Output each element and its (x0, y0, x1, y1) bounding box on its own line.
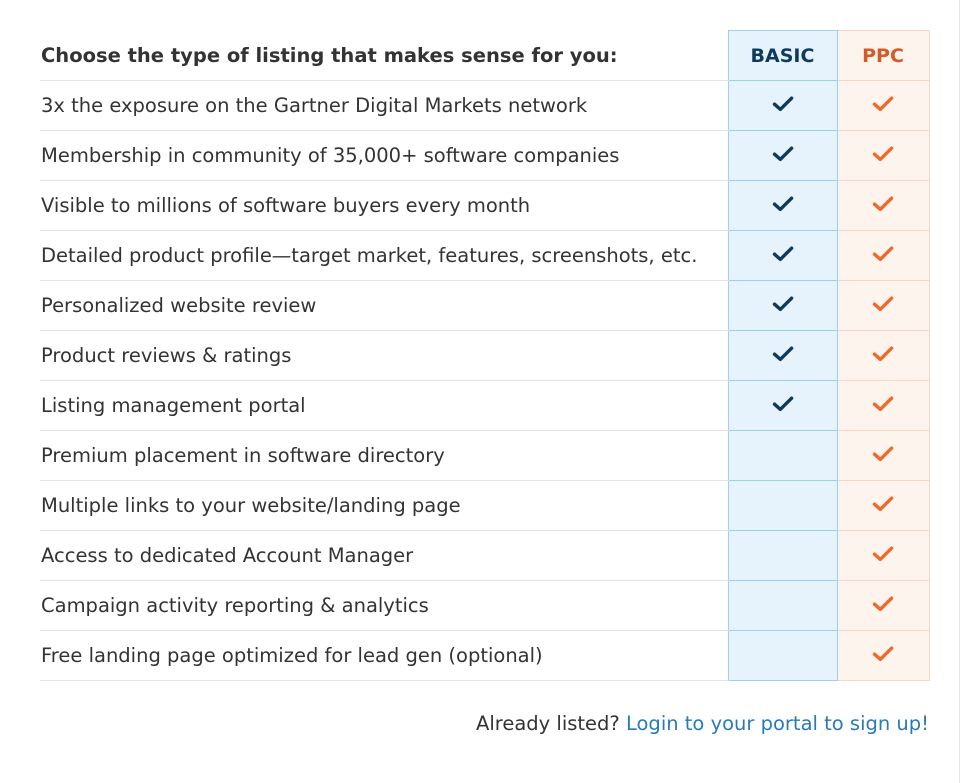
ppc-feature-cell (837, 130, 930, 181)
check-icon (872, 195, 894, 212)
ppc-feature-cell (837, 280, 930, 331)
feature-row: Access to dedicated Account Manager (40, 530, 930, 581)
feature-row: Visible to millions of software buyers e… (40, 180, 930, 231)
check-icon (872, 445, 894, 462)
feature-label: Access to dedicated Account Manager (40, 530, 728, 581)
feature-row: Campaign activity reporting & analytics (40, 580, 930, 631)
feature-row: Detailed product profile—target market, … (40, 230, 930, 281)
check-icon (872, 645, 894, 662)
ppc-feature-cell (837, 580, 930, 631)
basic-feature-cell (727, 80, 838, 131)
ppc-plan-label: PPC (862, 44, 904, 67)
check-icon (872, 345, 894, 362)
ppc-feature-cell (837, 480, 930, 531)
feature-row: Free landing page optimized for lead gen… (40, 630, 930, 681)
basic-feature-cell (727, 530, 838, 581)
ppc-feature-cell (837, 530, 930, 581)
feature-label: Membership in community of 35,000+ softw… (40, 130, 728, 181)
page-right-border (959, 0, 960, 783)
check-icon (772, 295, 794, 312)
check-icon (772, 145, 794, 162)
ppc-feature-cell (837, 330, 930, 381)
feature-label: Product reviews & ratings (40, 330, 728, 381)
basic-feature-cell (727, 430, 838, 481)
listing-comparison-table: Choose the type of listing that makes se… (40, 30, 930, 681)
feature-row: 3x the exposure on the Gartner Digital M… (40, 80, 930, 131)
check-icon (772, 345, 794, 362)
footer-note: Already listed? Login to your portal to … (476, 712, 929, 735)
check-icon (772, 95, 794, 112)
check-icon (872, 495, 894, 512)
check-icon (772, 245, 794, 262)
basic-feature-cell (727, 280, 838, 331)
feature-label: Listing management portal (40, 380, 728, 431)
basic-feature-cell (727, 180, 838, 231)
ppc-feature-cell (837, 180, 930, 231)
check-icon (872, 395, 894, 412)
feature-label: Premium placement in software directory (40, 430, 728, 481)
ppc-feature-cell (837, 430, 930, 481)
basic-plan-label: BASIC (750, 44, 815, 67)
basic-feature-cell (727, 580, 838, 631)
feature-row: Personalized website review (40, 280, 930, 331)
feature-rows: 3x the exposure on the Gartner Digital M… (40, 80, 930, 681)
basic-feature-cell (727, 380, 838, 431)
check-icon (872, 145, 894, 162)
feature-label: Campaign activity reporting & analytics (40, 580, 728, 631)
ppc-feature-cell (837, 230, 930, 281)
ppc-feature-cell (837, 80, 930, 131)
feature-row: Listing management portal (40, 380, 930, 431)
feature-label: Free landing page optimized for lead gen… (40, 630, 728, 681)
header-row: Choose the type of listing that makes se… (40, 30, 930, 81)
feature-label: Multiple links to your website/landing p… (40, 480, 728, 531)
feature-row: Multiple links to your website/landing p… (40, 480, 930, 531)
login-portal-link[interactable]: Login to your portal to sign up! (625, 712, 929, 735)
feature-label: Detailed product profile—target market, … (40, 230, 728, 281)
feature-label: Visible to millions of software buyers e… (40, 180, 728, 231)
basic-feature-cell (727, 130, 838, 181)
ppc-feature-cell (837, 380, 930, 431)
feature-label: Personalized website review (40, 280, 728, 331)
check-icon (872, 245, 894, 262)
feature-row: Premium placement in software directory (40, 430, 930, 481)
already-listed-text: Already listed? (476, 712, 620, 735)
check-icon (772, 195, 794, 212)
basic-feature-cell (727, 630, 838, 681)
feature-label: 3x the exposure on the Gartner Digital M… (40, 80, 728, 131)
feature-row: Membership in community of 35,000+ softw… (40, 130, 930, 181)
basic-feature-cell (727, 480, 838, 531)
check-icon (872, 595, 894, 612)
check-icon (872, 95, 894, 112)
ppc-plan-header: PPC (837, 30, 930, 81)
comparison-heading: Choose the type of listing that makes se… (40, 30, 728, 81)
basic-plan-header: BASIC (727, 30, 838, 81)
feature-row: Product reviews & ratings (40, 330, 930, 381)
check-icon (772, 395, 794, 412)
ppc-feature-cell (837, 630, 930, 681)
check-icon (872, 545, 894, 562)
basic-feature-cell (727, 330, 838, 381)
check-icon (872, 295, 894, 312)
basic-feature-cell (727, 230, 838, 281)
